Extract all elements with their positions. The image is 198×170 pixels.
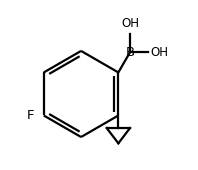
Text: OH: OH xyxy=(121,17,139,30)
Text: F: F xyxy=(26,109,34,122)
Text: B: B xyxy=(126,46,135,59)
Text: OH: OH xyxy=(151,46,169,59)
